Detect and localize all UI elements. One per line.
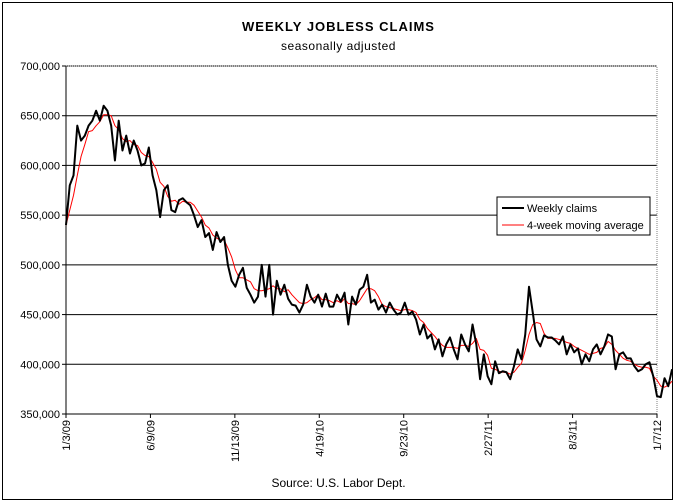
x-tick-label: 1/3/09 [61, 420, 73, 451]
series-4-week-moving-average [65, 114, 673, 388]
x-tick-label: 2/27/11 [483, 420, 495, 456]
series-weekly-claims [65, 104, 674, 399]
x-tick-label: 6/9/09 [145, 420, 157, 451]
y-tick-label: 400,000 [20, 359, 60, 371]
legend: Weekly claims 4-week moving average [496, 196, 651, 236]
x-tick-label: 11/13/09 [230, 420, 242, 462]
y-tick-label: 650,000 [20, 111, 60, 123]
y-tick-label: 450,000 [20, 310, 60, 322]
y-tick-label: 500,000 [20, 260, 60, 272]
chart-subtitle: seasonally adjusted [281, 39, 396, 53]
chart-title: WEEKLY JOBLESS CLAIMS [242, 19, 435, 34]
x-axis-ticks: 1/3/09 6/9/09 11/13/09 4/19/10 9/23/10 2/27/1… [61, 414, 664, 462]
x-tick-label: 4/19/10 [314, 420, 326, 457]
y-tick-label: 350,000 [20, 409, 60, 421]
y-tick-label: 600,000 [20, 160, 60, 172]
y-tick-label: 700,000 [20, 61, 60, 73]
chart-source: Source: U.S. Labor Dept. [271, 476, 406, 490]
series-lines [65, 104, 674, 399]
x-tick-label: 1/7/12 [652, 420, 664, 451]
x-tick-label: 9/23/10 [399, 420, 411, 457]
legend-label-4-week-moving-average: 4-week moving average [527, 220, 644, 232]
y-tick-label: 550,000 [20, 210, 60, 222]
chart-frame [2, 2, 673, 500]
legend-label-weekly-claims: Weekly claims [527, 203, 598, 215]
y-axis-ticks: 350,000 400,000 450,000 500,000 550,000 600,0… [20, 61, 66, 421]
plot-area [65, 65, 658, 415]
legend-box [496, 196, 651, 236]
x-tick-label: 8/3/11 [568, 420, 580, 450]
